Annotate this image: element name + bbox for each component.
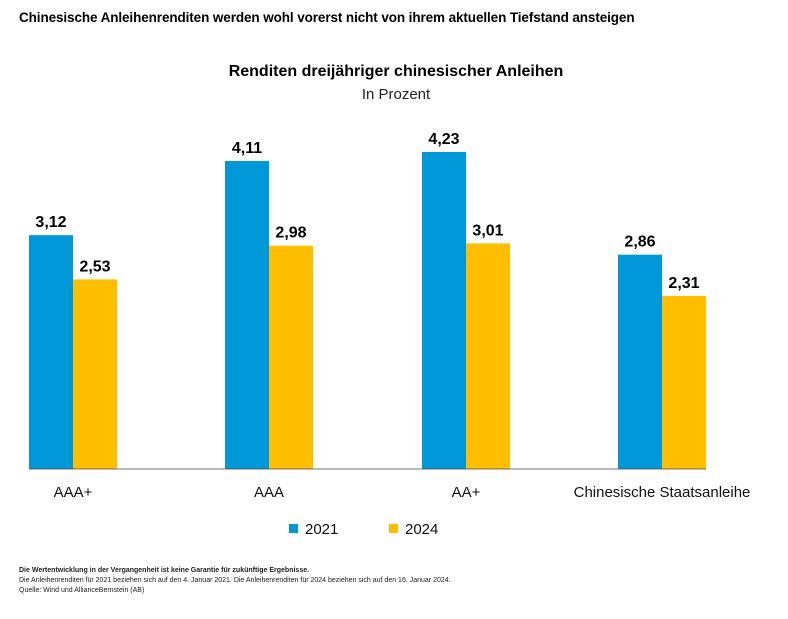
data-label-2024-2: 3,01 — [472, 222, 503, 239]
bar-2024-1 — [269, 245, 313, 469]
headline: Chinesische Anleihenrenditen werden wohl… — [19, 10, 635, 25]
chart-title: Renditen dreijähriger chinesischer Anlei… — [229, 63, 564, 80]
chart-subtitle: In Prozent — [362, 86, 431, 103]
legend-swatch-2024 — [389, 524, 398, 533]
data-label-2024-1: 2,98 — [275, 225, 306, 242]
footnote-note: Die Anleihenrenditen für 2021 beziehen s… — [19, 577, 451, 584]
legend-label-2021: 2021 — [305, 521, 338, 538]
data-label-2021-2: 4,23 — [428, 131, 459, 148]
data-label-2024-3: 2,31 — [668, 275, 699, 292]
bar-2021-0 — [29, 235, 73, 469]
bar-2021-2 — [422, 152, 466, 469]
bar-2021-3 — [618, 254, 662, 469]
data-label-2021-0: 3,12 — [35, 214, 66, 231]
legend-swatch-2021 — [289, 524, 298, 533]
category-label-1: AAA — [254, 484, 284, 501]
footnote-source: Quelle: Wind und AllianceBernstein (AB) — [19, 587, 145, 594]
bar-2024-2 — [466, 243, 510, 469]
bar-2024-3 — [662, 295, 706, 469]
bars-group: 3,12 2,53 AAA+ 4,11 2,98 AAA 4,23 3,01 AA+ 2,86 2,… — [29, 131, 750, 501]
footnotes: Die Wertentwicklung in der Vergangenheit… — [19, 566, 451, 596]
legend: 2021 2024 — [289, 521, 438, 538]
bar-2024-0 — [73, 279, 117, 469]
data-label-2021-3: 2,86 — [624, 234, 655, 251]
bar-2021-1 — [225, 160, 269, 469]
footnote-disclaimer: Die Wertentwicklung in der Vergangenheit… — [19, 567, 310, 574]
data-label-2021-1: 4,11 — [232, 140, 262, 157]
legend-label-2024: 2024 — [405, 521, 438, 538]
data-label-2024-0: 2,53 — [79, 258, 110, 275]
category-label-3: Chinesische Staatsanleihe — [574, 484, 751, 501]
category-label-2: AA+ — [452, 484, 481, 501]
category-label-0: AAA+ — [54, 484, 93, 501]
